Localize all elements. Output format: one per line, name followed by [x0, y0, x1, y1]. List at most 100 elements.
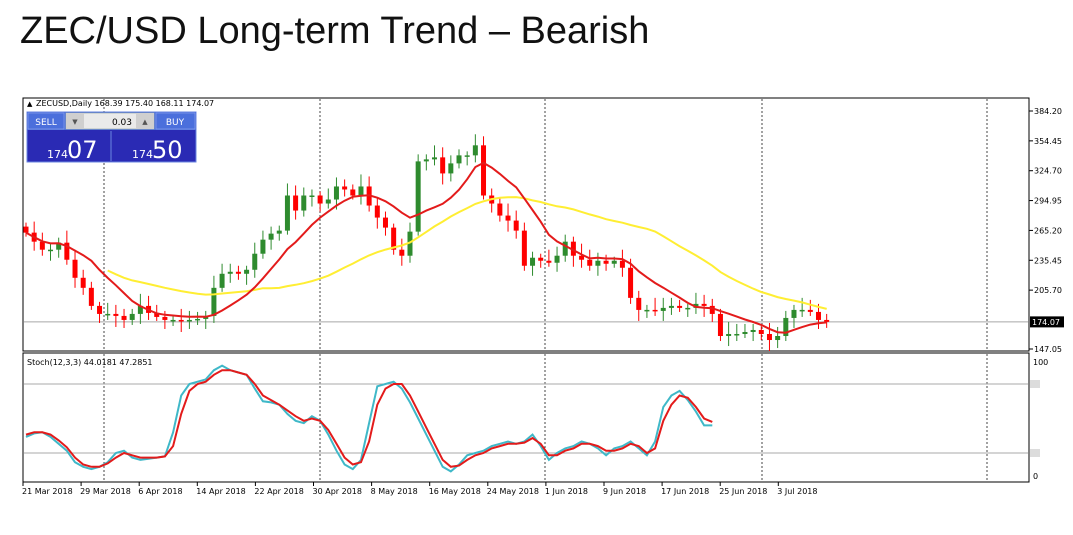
candle-bearish	[513, 220, 519, 231]
candle-bullish	[562, 241, 568, 256]
candle-bullish	[448, 163, 454, 174]
candle-bearish	[824, 319, 830, 322]
candle-bullish	[423, 159, 429, 162]
candle-bearish	[521, 230, 527, 266]
candle-bullish	[644, 309, 650, 312]
price-axis-labels: 384.20 354.45 324.70 294.95 265.20 235.45 205.…	[1029, 107, 1062, 354]
candle-bullish	[595, 260, 601, 266]
candle-bullish	[129, 313, 135, 320]
candle-bullish	[415, 161, 421, 232]
date-tick-label: 1 Jun 2018	[545, 487, 588, 496]
stoch-chart-frame	[22, 352, 1030, 483]
candle-bearish	[677, 305, 683, 308]
candle-bearish	[391, 227, 397, 250]
stoch-tick-label: 0	[1033, 472, 1038, 481]
candle-bearish	[64, 242, 70, 260]
current-price-badge: 174.07	[1030, 316, 1064, 328]
candle-bearish	[113, 313, 119, 316]
candle-bearish	[652, 309, 658, 312]
date-tick-label: 22 Apr 2018	[254, 487, 303, 496]
sell-price-small: 174	[47, 148, 68, 161]
one-click-trade-panel[interactable]: SELL ▼ 0.03 ▲ BUY 174 07 174 50	[26, 111, 197, 164]
lot-stepper[interactable]: ▼ 0.03 ▲	[65, 112, 155, 130]
candle-bearish	[709, 305, 715, 314]
date-tick-label: 8 May 2018	[371, 487, 418, 496]
buy-button[interactable]: BUY	[155, 112, 196, 130]
date-axis-labels: 21 Mar 2018 29 Mar 2018 6 Apr 2018 14 Apr 2…	[22, 482, 817, 496]
candle-bearish	[88, 287, 94, 306]
candle-bullish	[726, 333, 732, 337]
candle-bullish	[472, 145, 478, 156]
sell-price-big: 07	[67, 136, 98, 164]
candle-bearish	[23, 226, 29, 233]
candle-bearish	[72, 259, 78, 278]
candle-bullish	[195, 318, 201, 321]
candle-bearish	[587, 259, 593, 266]
candle-bearish	[235, 271, 241, 274]
candle-bullish	[170, 319, 176, 322]
candle-bullish	[56, 242, 62, 250]
chart-header-arrow[interactable]: ▲	[27, 100, 33, 108]
candle-bullish	[685, 307, 691, 310]
date-tick-label: 16 May 2018	[429, 487, 481, 496]
lot-input[interactable]: 0.03	[112, 118, 132, 128]
candle-bullish	[407, 231, 413, 256]
date-tick-label: 24 May 2018	[487, 487, 539, 496]
candle-bearish	[815, 311, 821, 320]
date-tick-label: 25 Jun 2018	[719, 487, 767, 496]
stoch-tick-label: 100	[1033, 358, 1048, 367]
lot-increase-button[interactable]	[136, 113, 154, 129]
candle-bearish	[619, 260, 625, 268]
candle-bearish	[481, 145, 487, 196]
candle-bearish	[807, 309, 813, 312]
candle-bearish	[603, 260, 609, 264]
date-tick-label: 29 Mar 2018	[80, 487, 131, 496]
candle-bullish	[554, 255, 560, 263]
candle-bullish	[530, 257, 536, 266]
candle-bearish	[374, 205, 380, 218]
candle-bearish	[382, 217, 388, 228]
candle-bearish	[497, 203, 503, 216]
candlesticks	[23, 134, 830, 352]
stoch-signal-line	[25, 369, 713, 468]
date-tick-label: 6 Apr 2018	[138, 487, 182, 496]
candle-bullish	[734, 333, 740, 336]
stoch-header: Stoch(12,3,3) 44.0181 47.2851	[27, 358, 153, 367]
candle-bullish	[799, 309, 805, 312]
candle-bearish	[766, 333, 772, 341]
candle-bullish	[186, 319, 192, 322]
candle-bearish	[758, 329, 764, 334]
candle-bullish	[358, 186, 364, 196]
candle-bullish	[137, 305, 143, 314]
candle-bearish	[80, 277, 86, 288]
stoch-main-line	[25, 364, 713, 473]
candle-bullish	[260, 239, 266, 254]
candle-bullish	[660, 307, 666, 311]
candle-bullish	[791, 309, 797, 318]
sell-button[interactable]: SELL	[27, 112, 65, 130]
price-chart-header: ZECUSD,Daily 168.39 175.40 168.11 174.07	[36, 99, 214, 108]
price-tick-label: 235.45	[1034, 256, 1062, 265]
ma-fast-line	[25, 161, 827, 334]
candle-bullish	[611, 260, 617, 264]
buy-price[interactable]: 174 50	[132, 136, 183, 164]
sell-price[interactable]: 174 07	[47, 136, 98, 164]
candle-bullish	[750, 329, 756, 332]
candle-bullish	[325, 199, 331, 204]
candle-bullish	[211, 287, 217, 316]
lot-decrease-button[interactable]	[66, 113, 84, 129]
candle-bearish	[579, 255, 585, 260]
sell-label: SELL	[35, 118, 56, 128]
candle-bullish	[219, 273, 225, 288]
candle-bearish	[538, 257, 544, 261]
candle-bullish	[309, 195, 315, 198]
price-tick-label: 324.70	[1034, 167, 1062, 176]
candle-bullish	[252, 253, 258, 270]
candle-bearish	[628, 267, 634, 298]
candle-bearish	[317, 195, 323, 204]
chevron-down-icon: ▼	[72, 118, 78, 126]
stoch-axis-labels: 100 0	[1033, 358, 1048, 481]
candle-bearish	[293, 195, 299, 211]
candle-bullish	[464, 155, 470, 157]
